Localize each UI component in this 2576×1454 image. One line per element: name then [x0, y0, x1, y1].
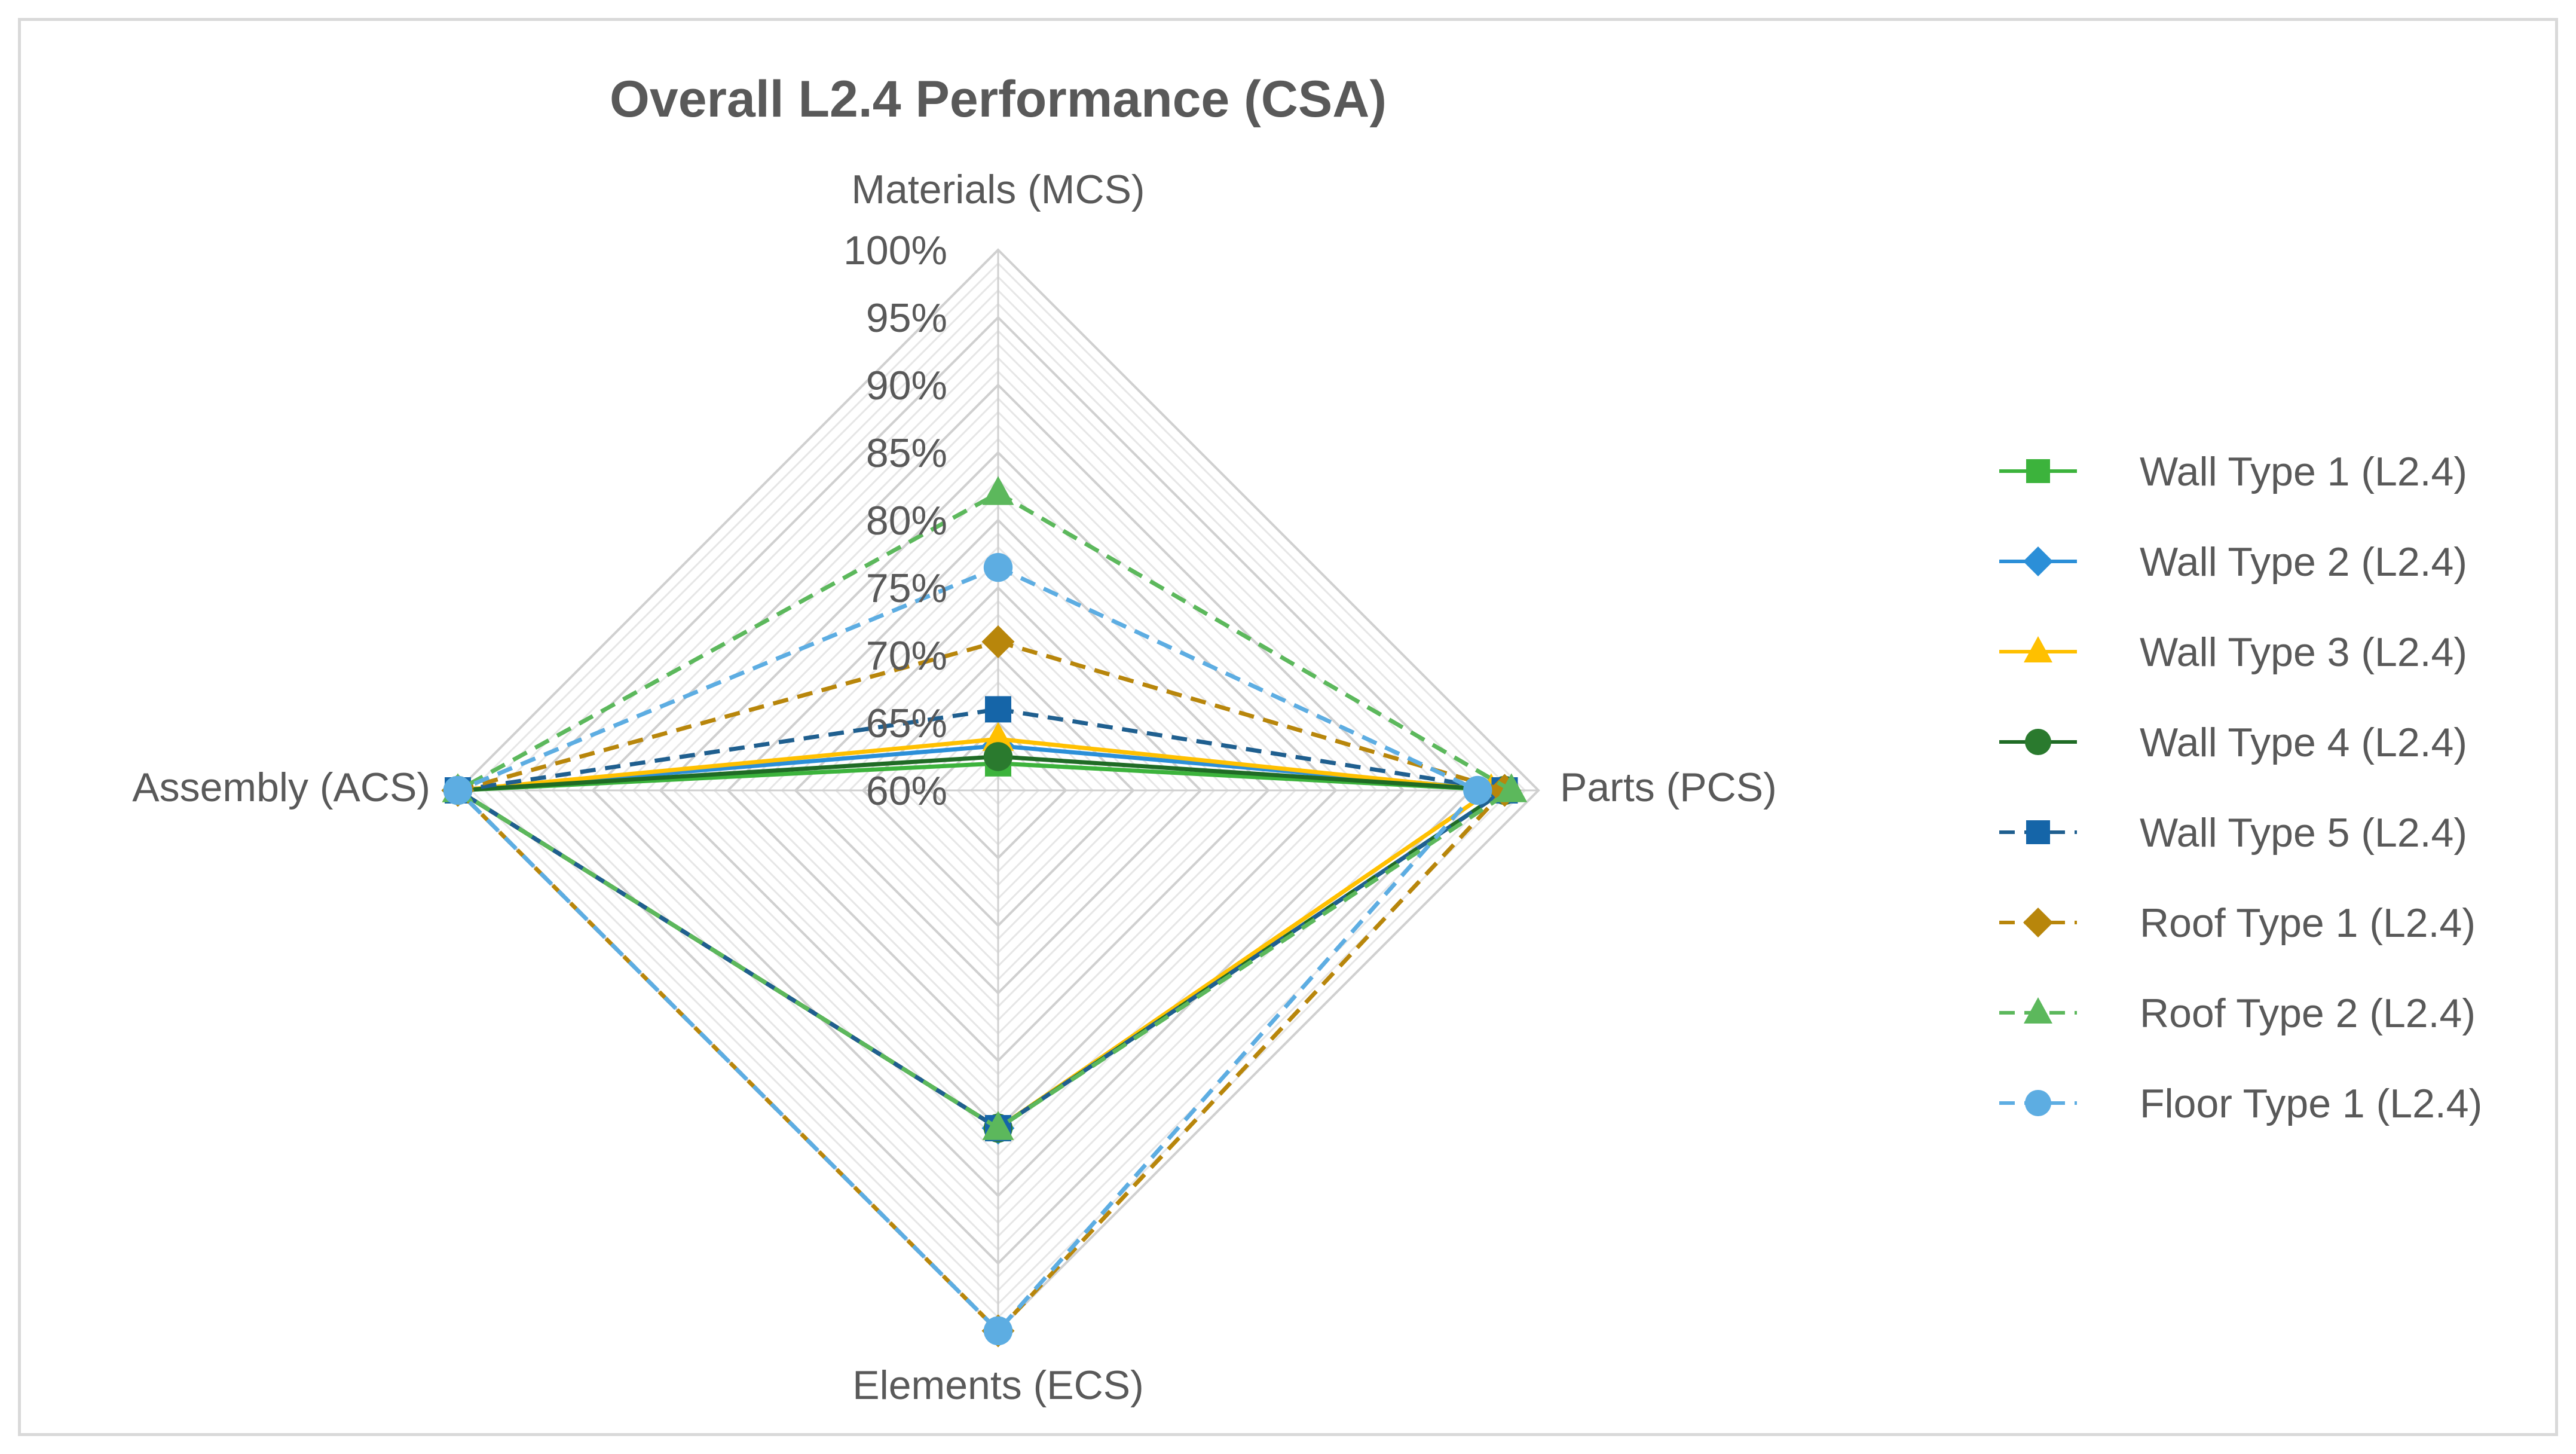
axis-label-materials: Materials (MCS)	[851, 167, 1145, 212]
data-point-marker	[982, 476, 1014, 505]
legend-marker	[2026, 459, 2050, 483]
radar-grid	[456, 248, 1540, 1333]
legend-marker	[2024, 636, 2052, 662]
tick-label: 85%	[866, 430, 947, 476]
legend-label: Roof Type 2 (L2.4)	[2140, 991, 2476, 1036]
legend: Wall Type 1 (L2.4) Wall Type 2 (L2.4) Wall…	[1999, 449, 2482, 1126]
legend-item: Wall Type 3 (L2.4)	[1999, 630, 2467, 675]
chart-title: Overall L2.4 Performance (CSA)	[610, 71, 1387, 128]
legend-label: Wall Type 2 (L2.4)	[2140, 539, 2467, 585]
data-point-marker	[983, 552, 1013, 582]
tick-label: 70%	[866, 633, 947, 679]
legend-label: Wall Type 1 (L2.4)	[2140, 449, 2467, 494]
legend-marker	[2025, 729, 2051, 755]
legend-item: Wall Type 5 (L2.4)	[1999, 810, 2467, 856]
legend-item: Roof Type 1 (L2.4)	[1999, 900, 2476, 946]
legend-label: Wall Type 4 (L2.4)	[2140, 720, 2467, 765]
legend-label: Wall Type 5 (L2.4)	[2140, 810, 2467, 856]
data-point-marker	[982, 722, 1014, 751]
legend-marker	[2026, 820, 2050, 844]
series-line	[455, 707, 1507, 1131]
tick-label: 65%	[866, 701, 947, 746]
series-layer	[441, 476, 1528, 1348]
series-7	[442, 476, 1528, 1140]
legend-item: Floor Type 1 (L2.4)	[1999, 1081, 2482, 1126]
legend-label: Roof Type 1 (L2.4)	[2140, 900, 2476, 946]
legend-label: Floor Type 1 (L2.4)	[2140, 1081, 2482, 1126]
tick-label: 100%	[843, 228, 947, 273]
axis-label-elements: Elements (ECS)	[852, 1363, 1143, 1408]
data-point-marker	[985, 696, 1011, 723]
legend-item: Roof Type 2 (L2.4)	[1999, 991, 2476, 1036]
legend-marker	[2024, 997, 2052, 1024]
legend-label: Wall Type 3 (L2.4)	[2140, 630, 2467, 675]
series-8	[443, 552, 1492, 1346]
legend-marker	[2023, 546, 2053, 576]
tick-label: 95%	[866, 295, 947, 341]
data-point-marker	[1463, 775, 1492, 805]
legend-marker	[2023, 908, 2053, 937]
data-point-marker	[443, 775, 473, 805]
legend-item: Wall Type 1 (L2.4)	[1999, 449, 2467, 494]
legend-item: Wall Type 2 (L2.4)	[1999, 539, 2467, 585]
data-point-marker	[982, 1111, 1014, 1140]
data-point-marker	[983, 742, 1013, 771]
series-line	[455, 565, 1480, 1333]
legend-marker	[2025, 1090, 2051, 1116]
data-point-marker	[1495, 773, 1528, 802]
axis-label-parts: Parts (PCS)	[1560, 765, 1777, 810]
tick-label: 90%	[866, 363, 947, 408]
data-point-marker	[983, 1316, 1013, 1346]
tick-label: 75%	[866, 566, 947, 611]
data-point-marker	[981, 625, 1015, 658]
tick-label: 60%	[866, 768, 947, 814]
axis-label-assembly: Assembly (ACS)	[132, 765, 430, 810]
tick-labels: 60% 65% 70% 75% 80% 85% 90% 95% 100%	[843, 228, 947, 814]
legend-item: Wall Type 4 (L2.4)	[1999, 720, 2467, 765]
tick-label: 80%	[866, 498, 947, 543]
